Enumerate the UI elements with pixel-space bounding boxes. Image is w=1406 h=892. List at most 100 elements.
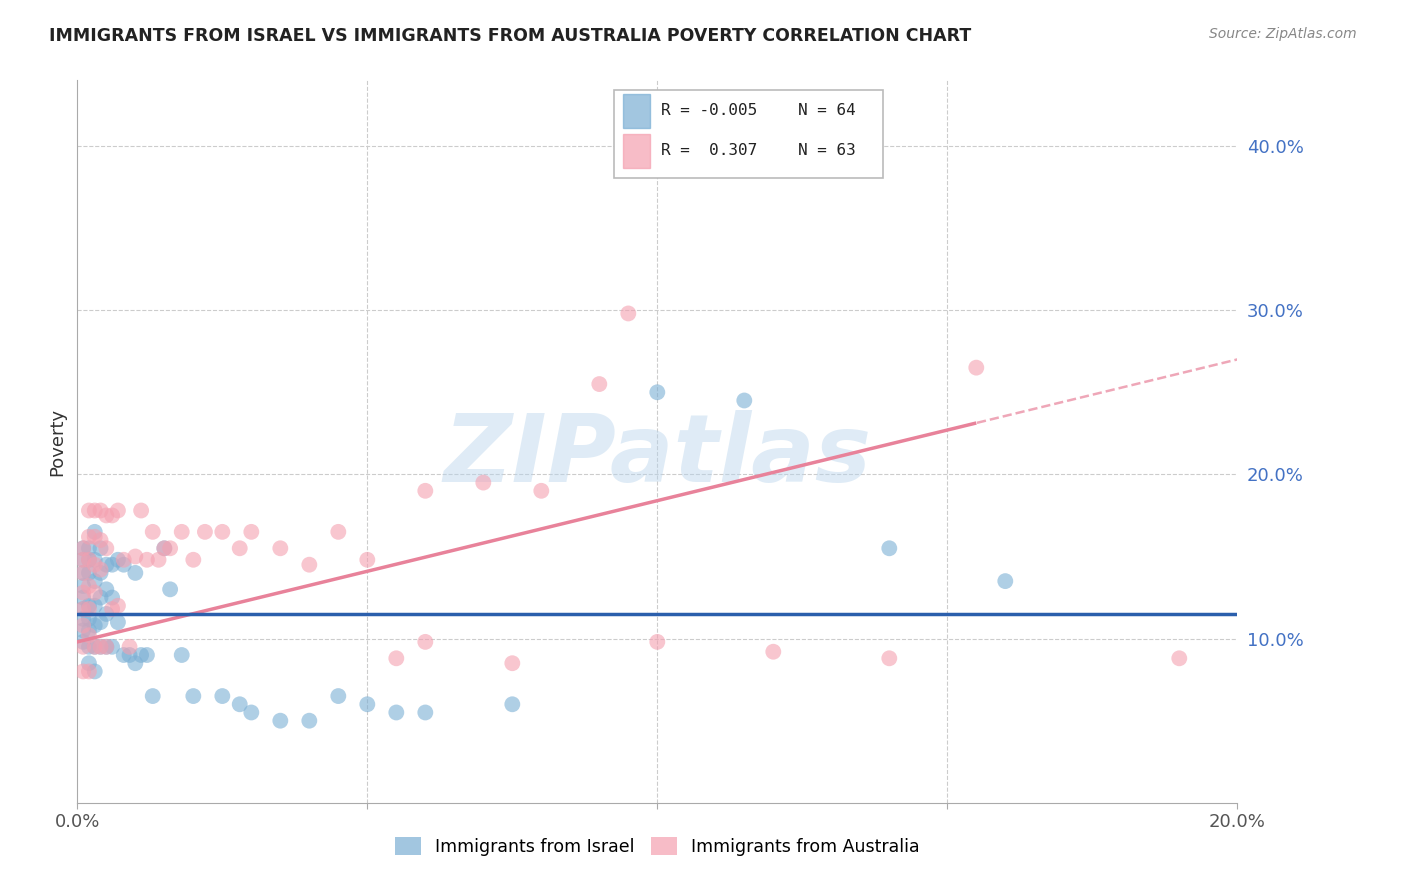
Y-axis label: Poverty: Poverty xyxy=(48,408,66,475)
Point xyxy=(385,651,408,665)
Point xyxy=(77,602,100,616)
Text: R =  0.307: R = 0.307 xyxy=(661,144,758,158)
Point xyxy=(96,640,118,654)
Point xyxy=(83,640,105,654)
Point xyxy=(72,665,94,679)
Point xyxy=(385,706,408,720)
Point xyxy=(90,640,111,654)
Bar xyxy=(623,94,650,128)
Point xyxy=(96,541,118,556)
Point xyxy=(96,558,118,572)
Bar xyxy=(623,134,650,168)
Point xyxy=(83,530,105,544)
Point xyxy=(269,541,291,556)
Point xyxy=(72,553,94,567)
Point xyxy=(136,553,159,567)
Point xyxy=(77,612,100,626)
Point xyxy=(501,698,523,712)
Point xyxy=(83,599,105,613)
Point xyxy=(530,483,553,498)
Point xyxy=(129,503,152,517)
Point xyxy=(118,648,141,662)
Point xyxy=(83,558,105,572)
Point xyxy=(72,624,94,638)
Point xyxy=(269,714,291,728)
Point xyxy=(472,475,495,490)
Point xyxy=(72,541,94,556)
Point xyxy=(72,566,94,580)
Point xyxy=(413,635,436,649)
Point xyxy=(72,602,94,616)
Point xyxy=(153,541,176,556)
Point xyxy=(617,306,640,320)
Point xyxy=(413,483,436,498)
Point xyxy=(124,657,146,671)
Text: N = 63: N = 63 xyxy=(799,144,856,158)
Point xyxy=(356,553,378,567)
Point xyxy=(90,566,111,580)
Point xyxy=(112,648,135,662)
Point xyxy=(112,553,135,567)
Point xyxy=(96,508,118,523)
Point xyxy=(83,574,105,588)
Text: N = 64: N = 64 xyxy=(799,103,856,118)
Point xyxy=(211,689,233,703)
Point xyxy=(90,533,111,547)
Point xyxy=(153,541,176,556)
Point xyxy=(159,582,181,597)
Point xyxy=(83,524,105,539)
Point xyxy=(112,558,135,572)
Legend: Immigrants from Israel, Immigrants from Australia: Immigrants from Israel, Immigrants from … xyxy=(388,830,927,863)
Point xyxy=(83,503,105,517)
Point xyxy=(118,640,141,654)
Point xyxy=(762,645,785,659)
Point xyxy=(90,541,111,556)
Point xyxy=(83,640,105,654)
Point xyxy=(501,657,523,671)
Point xyxy=(142,524,165,539)
Point xyxy=(77,657,100,671)
Point xyxy=(101,602,124,616)
Point xyxy=(101,508,124,523)
Text: IMMIGRANTS FROM ISRAEL VS IMMIGRANTS FROM AUSTRALIA POVERTY CORRELATION CHART: IMMIGRANTS FROM ISRAEL VS IMMIGRANTS FRO… xyxy=(49,27,972,45)
Point xyxy=(77,566,100,580)
Point xyxy=(72,579,94,593)
Point xyxy=(194,524,217,539)
Point xyxy=(72,602,94,616)
Point xyxy=(96,607,118,621)
Point xyxy=(72,585,94,599)
Point xyxy=(77,624,100,638)
Point xyxy=(328,689,350,703)
Point xyxy=(101,640,124,654)
Point xyxy=(96,640,118,654)
Point xyxy=(72,635,94,649)
Point xyxy=(136,648,159,662)
Point xyxy=(83,585,105,599)
Point xyxy=(83,618,105,632)
Point xyxy=(170,648,193,662)
Point xyxy=(83,665,105,679)
Point xyxy=(124,566,146,580)
Point xyxy=(72,640,94,654)
Point xyxy=(107,503,129,517)
Point xyxy=(183,553,205,567)
FancyBboxPatch shape xyxy=(614,90,883,178)
Point xyxy=(211,524,233,539)
Point xyxy=(877,651,901,665)
Point xyxy=(107,615,129,630)
Point xyxy=(228,698,252,712)
Point xyxy=(965,360,987,375)
Point xyxy=(298,714,321,728)
Point xyxy=(72,591,94,605)
Point xyxy=(72,553,94,567)
Point xyxy=(647,385,669,400)
Point xyxy=(77,579,100,593)
Point xyxy=(183,689,205,703)
Point xyxy=(733,393,755,408)
Point xyxy=(356,698,378,712)
Point xyxy=(77,541,100,556)
Point xyxy=(142,689,165,703)
Point xyxy=(72,566,94,580)
Point xyxy=(994,574,1017,588)
Point xyxy=(588,377,610,392)
